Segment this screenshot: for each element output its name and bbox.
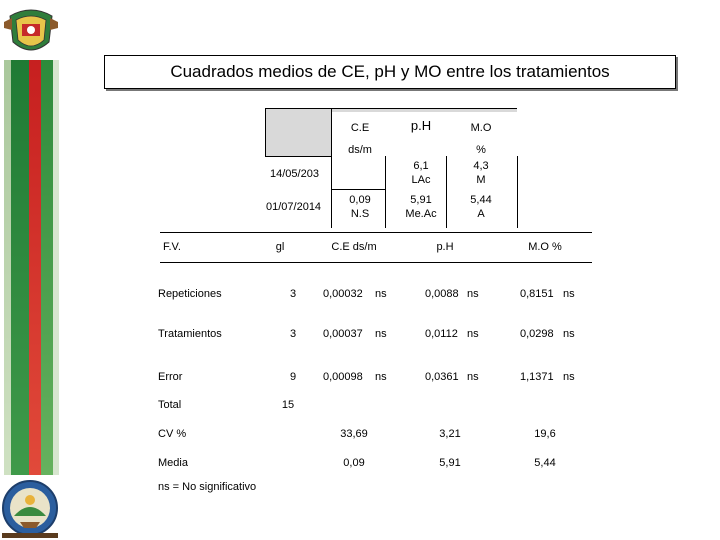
row-fv: Error — [158, 371, 183, 383]
row-ce: 0,00037 — [323, 328, 363, 340]
faculty-emblem-icon — [0, 478, 60, 540]
unit-mo: % — [476, 144, 486, 156]
row-mo: 0,0298 — [520, 328, 554, 340]
row-ce: 0,00032 — [323, 288, 363, 300]
ph-value-2: 5,91 — [410, 194, 432, 206]
ph-class-1: LAc — [411, 174, 431, 186]
table-line-top — [160, 232, 592, 233]
media-label: Media — [158, 457, 188, 469]
page-title: Cuadrados medios de CE, pH y MO entre lo… — [104, 55, 676, 89]
row-ph: 0,0361 — [425, 371, 459, 383]
row-mo: 1,1371 — [520, 371, 554, 383]
ce-significance: N.S — [350, 208, 370, 220]
mo-value-2: 5,44 — [470, 194, 492, 206]
stripe-pale — [53, 55, 59, 475]
date-2: 01/07/2014 — [266, 201, 322, 213]
ph-value-1: 6,1 — [413, 160, 429, 172]
header-shade-top — [331, 108, 517, 112]
upper-line-col3 — [446, 156, 447, 228]
unit-ce: ds/m — [348, 144, 372, 156]
media-ph: 5,91 — [439, 457, 461, 469]
mo-class-1: M — [476, 174, 486, 186]
cv-mo: 19,6 — [534, 428, 556, 440]
total-label: Total — [158, 399, 182, 411]
col-ph-label: p.H — [410, 118, 432, 133]
date-1: 14/05/203 — [270, 168, 319, 180]
stripe-green-2 — [41, 55, 53, 475]
mo-class-2: A — [477, 208, 485, 220]
row-ce-sig: ns — [375, 328, 387, 340]
row-ph-sig: ns — [467, 371, 479, 383]
row-ph: 0,0088 — [425, 288, 459, 300]
row-gl: 3 — [289, 288, 297, 300]
upper-line-left — [265, 108, 266, 156]
total-gl: 15 — [281, 399, 295, 411]
row-ph-sig: ns — [467, 288, 479, 300]
header-mo: M.O % — [528, 241, 562, 253]
header-gl: gl — [275, 241, 285, 253]
university-crest-icon — [2, 2, 60, 60]
stripe-red — [29, 55, 41, 475]
cv-label: CV % — [158, 428, 187, 440]
row-ce-sig: ns — [375, 371, 387, 383]
upper-line-col1 — [331, 108, 332, 228]
footnote: ns = No significativo — [158, 481, 257, 493]
row-ph: 0,0112 — [425, 328, 458, 340]
row-gl: 9 — [289, 371, 297, 383]
media-mo: 5,44 — [534, 457, 556, 469]
header-ph: p.H — [436, 241, 454, 253]
col-mo-label: M.O — [470, 122, 492, 134]
row-fv: Tratamientos — [158, 328, 222, 340]
row-gl: 3 — [289, 328, 297, 340]
header-shade-left — [265, 108, 331, 156]
stripe-light — [4, 55, 11, 475]
ph-class-2: Me.Ac — [405, 208, 437, 220]
row-mo-sig: ns — [563, 288, 575, 300]
header-ce: C.E ds/m — [331, 241, 377, 253]
media-ce: 0,09 — [343, 457, 365, 469]
ce-value: 0,09 — [349, 194, 371, 206]
row-ph-sig: ns — [467, 328, 479, 340]
col-ce-label: C.E — [350, 122, 370, 134]
table-line-header — [160, 262, 592, 263]
row-ce: 0,00098 — [323, 371, 363, 383]
upper-line-col2 — [385, 156, 386, 228]
upper-line-col4 — [517, 156, 518, 228]
upper-line-mid — [265, 156, 332, 157]
cv-ph: 3,21 — [439, 428, 461, 440]
upper-line-top — [265, 108, 517, 109]
upper-line-ce — [331, 189, 386, 190]
row-fv: Repeticiones — [158, 288, 222, 300]
stripe-green — [11, 55, 29, 475]
header-fv: F.V. — [163, 241, 181, 253]
mo-value-1: 4,3 — [473, 160, 489, 172]
side-stripes — [0, 0, 62, 540]
row-mo: 0,8151 — [520, 288, 554, 300]
row-mo-sig: ns — [563, 371, 575, 383]
row-ce-sig: ns — [375, 288, 387, 300]
cv-ce: 33,69 — [340, 428, 368, 440]
row-mo-sig: ns — [563, 328, 575, 340]
